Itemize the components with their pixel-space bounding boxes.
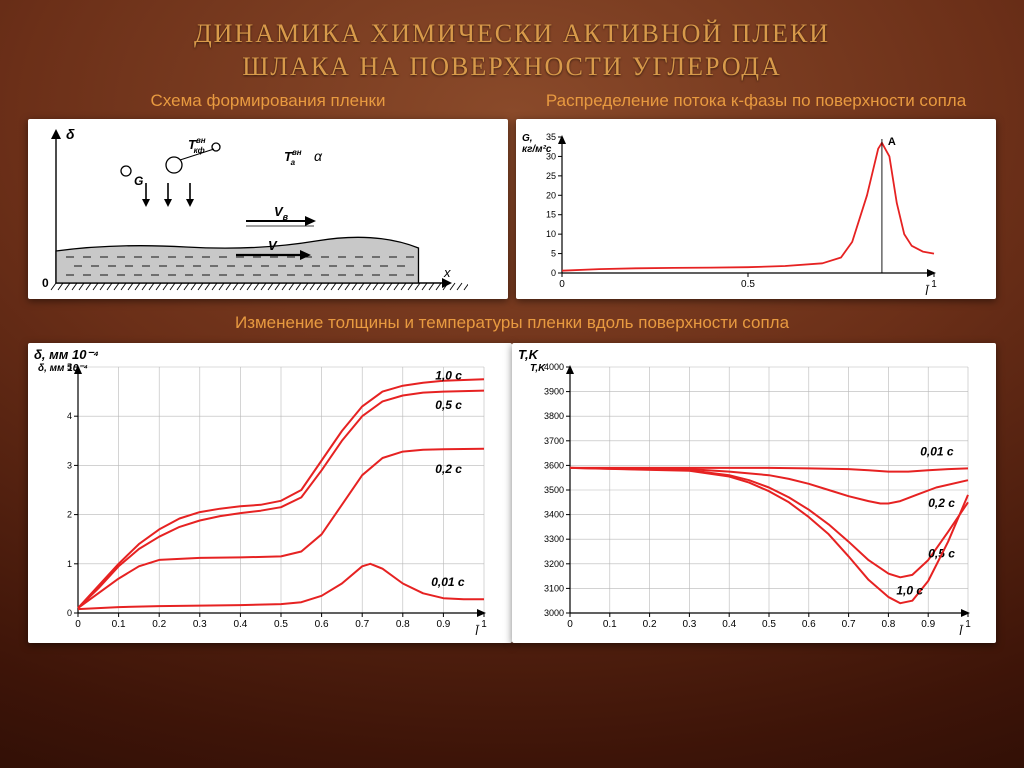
- svg-text:0.9: 0.9: [436, 619, 450, 630]
- caption-flux: Распределение потока к-фазы по поверхнос…: [516, 91, 996, 111]
- svg-text:0.8: 0.8: [881, 619, 895, 630]
- svg-text:0: 0: [559, 279, 565, 290]
- svg-text:α: α: [314, 148, 323, 164]
- svg-text:G: G: [134, 174, 143, 188]
- svg-text:4: 4: [67, 411, 72, 421]
- svg-text:l̄: l̄: [959, 624, 963, 638]
- svg-text:T,K: T,K: [518, 347, 540, 362]
- svg-text:0: 0: [551, 268, 556, 278]
- svg-text:0.6: 0.6: [315, 619, 329, 630]
- svg-text:3: 3: [67, 460, 72, 470]
- svg-text:0: 0: [42, 276, 49, 290]
- svg-text:0: 0: [75, 619, 81, 630]
- svg-text:3500: 3500: [544, 485, 564, 495]
- svg-text:T,K: T,K: [530, 363, 546, 374]
- svg-text:35: 35: [546, 132, 556, 142]
- svg-text:10: 10: [546, 229, 556, 239]
- svg-text:3700: 3700: [544, 436, 564, 446]
- svg-text:0.3: 0.3: [193, 619, 207, 630]
- svg-text:0,2 с: 0,2 с: [928, 496, 955, 510]
- svg-text:3300: 3300: [544, 534, 564, 544]
- svg-text:3600: 3600: [544, 460, 564, 470]
- svg-text:0: 0: [567, 619, 573, 630]
- svg-text:0.7: 0.7: [355, 619, 369, 630]
- flux-chart: 00.5105101520253035l̄G,кг/м²сA: [516, 119, 956, 299]
- svg-text:G,: G,: [522, 133, 533, 144]
- svg-text:A: A: [888, 136, 896, 148]
- temperature-chart: 0 0.1 0.2 0.3 0.4 0.5 0.6 0.7 0.8 0.9 1 3000 3100 320…: [512, 343, 982, 643]
- svg-text:1: 1: [481, 619, 487, 630]
- svg-text:1: 1: [67, 559, 72, 569]
- svg-text:0,01 с: 0,01 с: [431, 575, 465, 589]
- svg-text:0.2: 0.2: [152, 619, 166, 630]
- svg-text:0.5: 0.5: [762, 619, 776, 630]
- svg-text:1,0 с: 1,0 с: [896, 584, 923, 598]
- scheme-diagram-panel: δ x 0 V Vв G Tвнкф Tвнaα: [28, 119, 508, 299]
- svg-text:20: 20: [546, 190, 556, 200]
- svg-text:x: x: [443, 265, 451, 280]
- svg-text:0,2 с: 0,2 с: [435, 462, 462, 476]
- svg-text:0.5: 0.5: [274, 619, 288, 630]
- svg-text:кг/м²с: кг/м²с: [522, 144, 552, 155]
- svg-text:5: 5: [551, 249, 556, 259]
- temperature-chart-panel: 0 0.1 0.2 0.3 0.4 0.5 0.6 0.7 0.8 0.9 1 3000 3100 320…: [512, 343, 996, 643]
- svg-text:Tвнкф: Tвнкф: [188, 136, 206, 155]
- svg-text:3800: 3800: [544, 411, 564, 421]
- slide-title: ДИНАМИКА ХИМИЧЕСКИ АКТИВНОЙ ПЛЕКИ ШЛАКА …: [0, 0, 1024, 91]
- svg-text:1,0 с: 1,0 с: [435, 368, 462, 382]
- svg-text:δ, мм 10⁻⁴: δ, мм 10⁻⁴: [34, 347, 99, 362]
- svg-text:0.3: 0.3: [682, 619, 696, 630]
- svg-text:0.4: 0.4: [722, 619, 736, 630]
- svg-text:δ: δ: [66, 126, 75, 142]
- svg-text:0.5: 0.5: [741, 279, 755, 290]
- svg-text:3000: 3000: [544, 608, 564, 618]
- svg-text:0,01 с: 0,01 с: [920, 445, 954, 459]
- svg-text:0.4: 0.4: [233, 619, 247, 630]
- svg-text:V: V: [268, 238, 278, 253]
- title-line-1: ДИНАМИКА ХИМИЧЕСКИ АКТИВНОЙ ПЛЕКИ: [194, 19, 830, 48]
- thickness-chart: 00.10.20.30.40.50.60.70.80.91012345l̄δ, …: [28, 343, 498, 643]
- svg-text:3400: 3400: [544, 510, 564, 520]
- svg-text:0: 0: [67, 608, 72, 618]
- svg-text:1: 1: [931, 279, 937, 290]
- svg-text:0,5 с: 0,5 с: [435, 398, 462, 412]
- svg-text:l̄: l̄: [475, 624, 479, 638]
- thickness-chart-panel: 00.10.20.30.40.50.60.70.80.91012345l̄δ, …: [28, 343, 512, 643]
- svg-text:25: 25: [546, 171, 556, 181]
- svg-text:3100: 3100: [544, 583, 564, 593]
- svg-text:2: 2: [67, 510, 72, 520]
- svg-text:0.7: 0.7: [842, 619, 856, 630]
- svg-text:0.6: 0.6: [802, 619, 816, 630]
- svg-text:δ, мм 10⁻⁴: δ, мм 10⁻⁴: [38, 363, 88, 374]
- svg-text:1: 1: [965, 619, 971, 630]
- svg-text:0.1: 0.1: [112, 619, 126, 630]
- scheme-diagram: δ x 0 V Vв G Tвнкф Tвнaα: [28, 119, 468, 299]
- svg-text:Vв: Vв: [274, 204, 289, 222]
- svg-text:15: 15: [546, 210, 556, 220]
- svg-text:0.2: 0.2: [643, 619, 657, 630]
- svg-text:0.8: 0.8: [396, 619, 410, 630]
- svg-text:3900: 3900: [544, 387, 564, 397]
- caption-scheme: Схема формирования пленки: [28, 91, 508, 111]
- svg-text:l̄: l̄: [925, 284, 929, 298]
- svg-text:Tвнa: Tвнa: [284, 148, 302, 167]
- title-line-2: ШЛАКА НА ПОВЕРХНОСТИ УГЛЕРОДА: [242, 52, 782, 81]
- svg-text:0.9: 0.9: [921, 619, 935, 630]
- svg-text:4000: 4000: [544, 362, 564, 372]
- svg-text:0.1: 0.1: [603, 619, 617, 630]
- svg-text:3200: 3200: [544, 559, 564, 569]
- caption-mid: Изменение толщины и температуры пленки в…: [0, 299, 1024, 335]
- flux-chart-panel: 00.5105101520253035l̄G,кг/м²сA: [516, 119, 996, 299]
